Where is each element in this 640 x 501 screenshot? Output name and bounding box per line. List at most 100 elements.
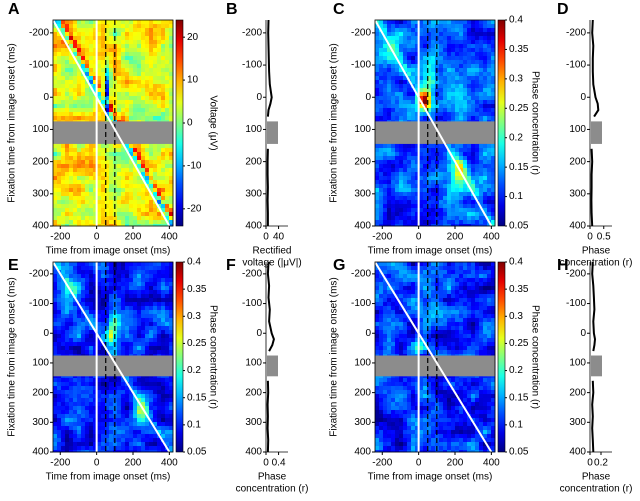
heatmap-cell <box>447 60 451 64</box>
heatmap-cell <box>61 418 65 422</box>
heatmap-cell <box>439 216 443 220</box>
heatmap-cell <box>85 382 89 386</box>
heatmap-cell <box>149 144 153 148</box>
heatmap-cell <box>117 282 121 286</box>
heatmap-cell <box>69 156 73 160</box>
heatmap-cell <box>145 266 149 270</box>
heatmap-cell <box>145 28 149 32</box>
heatmap-cell <box>77 446 81 450</box>
colorbar-label: Phase concentration (r) <box>207 305 218 409</box>
heatmap-cell <box>467 212 471 216</box>
heatmap-cell <box>479 48 483 52</box>
heatmap-cell <box>125 52 129 56</box>
heatmap-cell <box>73 200 77 204</box>
heatmap-cell <box>129 314 133 318</box>
heatmap-cell <box>451 104 455 108</box>
heatmap-cell <box>443 108 447 112</box>
heatmap-cell <box>419 80 423 84</box>
heatmap-cell <box>487 92 491 96</box>
heatmap-cell <box>165 438 169 442</box>
heatmap-cell <box>133 96 137 100</box>
heatmap-cell <box>407 208 411 212</box>
heatmap-cell <box>387 216 391 220</box>
heatmap-cell <box>77 410 81 414</box>
heatmap-cell <box>101 426 105 430</box>
heatmap-cell <box>407 116 411 120</box>
heatmap-cell <box>109 216 113 220</box>
heatmap-cell <box>165 286 169 290</box>
heatmap-cell <box>97 24 101 28</box>
heatmap-cell <box>439 168 443 172</box>
heatmap-cell <box>387 68 391 72</box>
heatmap-cell <box>101 430 105 434</box>
heatmap-cell <box>73 306 77 310</box>
heatmap-cell <box>475 220 479 224</box>
heatmap-cell <box>423 92 427 96</box>
heatmap-cell <box>471 84 475 88</box>
heatmap-cell <box>125 422 129 426</box>
y-tick-label: 200 <box>245 387 262 398</box>
heatmap-cell <box>423 20 427 24</box>
heatmap-cell <box>133 278 137 282</box>
y-tick-label: 200 <box>354 156 371 167</box>
heatmap-cell <box>149 394 153 398</box>
heatmap-cell <box>149 306 153 310</box>
heatmap-cell <box>141 212 145 216</box>
heatmap-cell <box>121 216 125 220</box>
heatmap-cell <box>77 172 81 176</box>
heatmap-cell <box>121 390 125 394</box>
heatmap-cell <box>133 310 137 314</box>
heatmap-cell <box>89 294 93 298</box>
heatmap-cell <box>379 160 383 164</box>
heatmap-cell <box>73 176 77 180</box>
heatmap-cell <box>73 220 77 224</box>
heatmap-cell <box>403 148 407 152</box>
heatmap-cell <box>117 402 121 406</box>
heatmap-cell <box>77 346 81 350</box>
heatmap-cell <box>69 220 73 224</box>
heatmap-cell <box>431 220 435 224</box>
heatmap-cell <box>133 84 137 88</box>
heatmap-cell <box>73 310 77 314</box>
heatmap-cell <box>57 286 61 290</box>
heatmap-cell <box>121 262 125 266</box>
heatmap-cell <box>391 60 395 64</box>
heatmap-cell <box>383 156 387 160</box>
heatmap-cell <box>65 426 69 430</box>
heatmap-cell <box>161 322 165 326</box>
heatmap-cell <box>133 52 137 56</box>
heatmap-cell <box>121 418 125 422</box>
heatmap-cell <box>443 92 447 96</box>
heatmap-cell <box>403 24 407 28</box>
heatmap-cell <box>471 88 475 92</box>
heatmap-cell <box>53 274 57 278</box>
heatmap-cell <box>483 48 487 52</box>
heatmap-cell <box>383 76 387 80</box>
heatmap-cell <box>153 92 157 96</box>
heatmap-cell <box>57 414 61 418</box>
heatmap-cell <box>121 334 125 338</box>
heatmap-cell <box>387 262 391 266</box>
heatmap-cell <box>451 48 455 52</box>
heatmap-cell <box>125 164 129 168</box>
heatmap-cell <box>53 164 57 168</box>
heatmap-cell <box>157 382 161 386</box>
heatmap-cell <box>81 426 85 430</box>
heatmap-cell <box>73 144 77 148</box>
x-tick-label: 0 <box>263 458 269 469</box>
heatmap-cell <box>411 164 415 168</box>
heatmap-cell <box>89 180 93 184</box>
heatmap-cell <box>153 438 157 442</box>
heatmap-cell <box>463 278 467 282</box>
heatmap-cell <box>61 406 65 410</box>
heatmap-cell <box>391 278 395 282</box>
heatmap-cell <box>487 36 491 40</box>
heatmap-cell <box>379 112 383 116</box>
heatmap-cell <box>97 200 101 204</box>
heatmap-cell <box>447 220 451 224</box>
heatmap-cell <box>117 184 121 188</box>
heatmap-cell <box>431 168 435 172</box>
heatmap-cell <box>109 112 113 116</box>
heatmap-cell <box>447 188 451 192</box>
heatmap-cell <box>125 184 129 188</box>
